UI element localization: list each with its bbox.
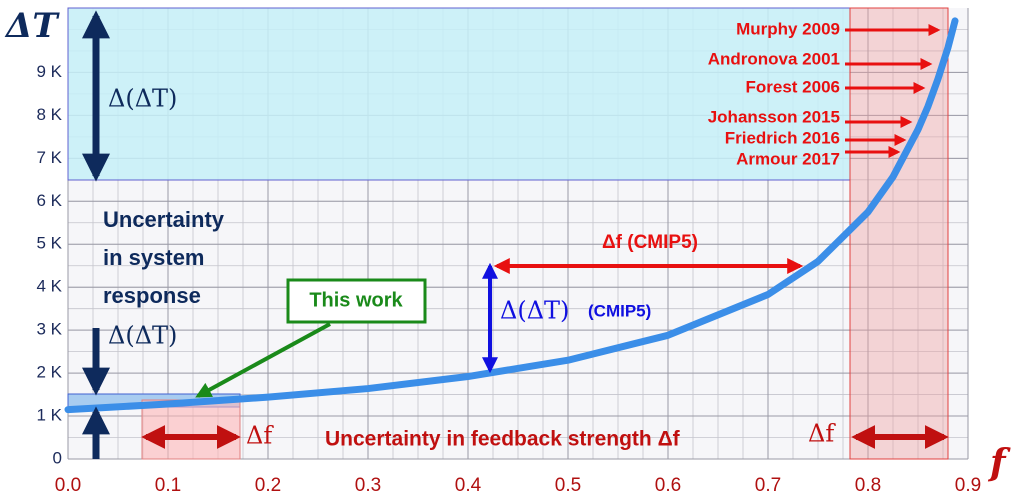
x-tick-label: 0.8 <box>855 475 881 496</box>
annotation: Δ(ΔT) <box>500 297 569 325</box>
y-tick-label: 2 K <box>36 363 62 382</box>
annotation: Uncertainty <box>103 207 225 232</box>
annotation: Δf <box>808 420 836 448</box>
this-work-feedback <box>141 399 241 460</box>
x-tick-label: 0.4 <box>455 475 482 496</box>
y-tick-label: 7 K <box>36 148 62 167</box>
callout-box <box>286 278 427 324</box>
annotation: Uncertainty in feedback strength Δf <box>325 428 681 451</box>
annotation: Armour 2017 <box>736 149 840 168</box>
annotation: This work <box>309 289 403 311</box>
annotation: Murphy 2009 <box>736 19 840 38</box>
annotation: Δf <box>246 422 274 450</box>
y-tick-label: 8 K <box>36 105 62 124</box>
x-axis-title: f <box>987 442 1011 484</box>
x-tick-label: 0.6 <box>655 475 681 496</box>
y-tick-label: 0 <box>53 448 62 467</box>
annotation: Johansson 2015 <box>708 107 840 126</box>
x-tick-label: 0.3 <box>355 475 381 496</box>
annotation: response <box>103 283 201 308</box>
annotation: Δ(ΔT) <box>108 322 177 350</box>
annotation: Δf (CMIP5) <box>602 232 698 253</box>
x-tick-label: 0.2 <box>255 475 281 496</box>
curve <box>64 17 959 414</box>
annotation: Forest 2006 <box>746 77 841 96</box>
response-range <box>67 7 851 181</box>
x-tick-label: 0.9 <box>955 475 981 496</box>
y-tick-label: 9 K <box>36 62 62 81</box>
annotation: in system <box>103 245 205 270</box>
x-tick-label: 0.7 <box>755 475 781 496</box>
annotation: (CMIP5) <box>588 301 651 320</box>
y-axis-title: ΔT <box>4 6 60 46</box>
annotation: Andronova 2001 <box>708 49 840 68</box>
y-tick-label: 1 K <box>36 406 62 425</box>
y-tick-label: 6 K <box>36 191 62 210</box>
x-tick-label: 0.0 <box>55 475 81 496</box>
feedback-range <box>849 7 949 460</box>
annotation: Friedrich 2016 <box>725 128 840 147</box>
y-tick-label: 3 K <box>36 320 62 339</box>
x-tick-label: 0.1 <box>155 475 181 496</box>
annotation: Δ(ΔT) <box>108 85 177 113</box>
arrow <box>195 322 331 398</box>
y-tick-label: 4 K <box>36 277 62 296</box>
y-tick-label: 5 K <box>36 234 62 253</box>
curve-layer <box>64 17 959 414</box>
x-tick-label: 0.5 <box>555 475 581 496</box>
